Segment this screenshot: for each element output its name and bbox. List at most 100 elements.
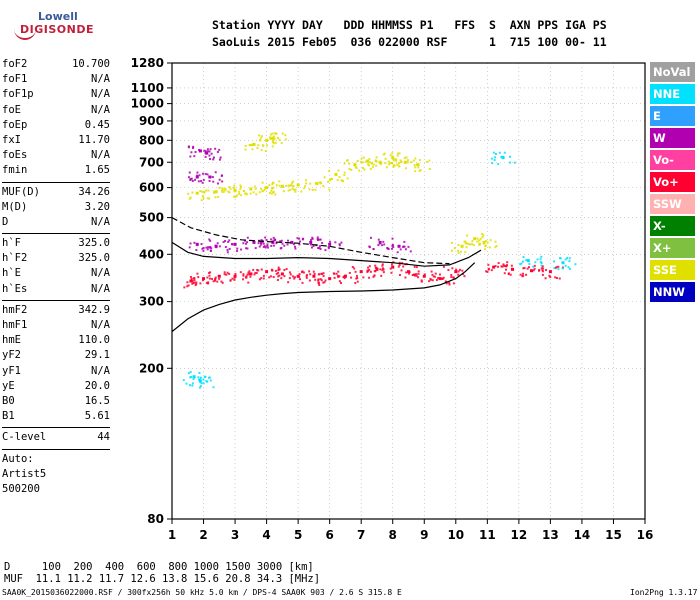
trace-dot — [280, 239, 283, 242]
trace-dot — [330, 178, 333, 181]
trace-dot — [498, 151, 501, 154]
trace-dot — [457, 249, 460, 252]
trace-point-sse — [249, 187, 253, 191]
trace-dot — [383, 152, 386, 155]
trace-dot — [316, 238, 319, 241]
trace-dot — [233, 276, 236, 279]
trace-dot — [482, 234, 485, 237]
param-row: B1 5.61 — [2, 410, 110, 425]
trace-dot — [271, 183, 274, 186]
trace-dot — [389, 267, 392, 270]
trace-dot — [242, 273, 245, 276]
trace-dot — [203, 191, 206, 194]
trace-dot — [368, 276, 371, 279]
trace-dot — [194, 178, 197, 181]
trace-dot — [284, 134, 287, 137]
trace-dot — [240, 194, 243, 197]
trace-dot — [298, 273, 301, 276]
trace-dot — [202, 249, 205, 252]
trace-dot — [214, 244, 217, 247]
param-row: foEp 0.45 — [2, 119, 110, 134]
trace-dot — [206, 150, 209, 153]
trace-dot — [195, 249, 198, 252]
trace-point-vo — [454, 270, 458, 274]
param-key: hmF1 — [2, 319, 28, 331]
trace-dot — [314, 188, 317, 191]
trace-dot — [356, 277, 359, 280]
trace-dot — [218, 148, 221, 151]
trace-dot — [337, 169, 340, 172]
trace-dot — [328, 169, 331, 172]
trace-dot — [310, 246, 313, 249]
trace-dot — [287, 239, 290, 242]
trace-dot — [500, 156, 503, 159]
trace-dot — [246, 241, 249, 244]
param-key: MUF(D) — [2, 185, 40, 198]
trace-dot — [303, 187, 306, 190]
trace-dot — [260, 277, 263, 280]
trace-dot — [257, 269, 260, 272]
trace-dot — [564, 264, 567, 267]
trace-dot — [558, 277, 561, 280]
trace-dot — [485, 270, 488, 273]
trace-dot — [239, 184, 242, 187]
trace-dot — [209, 249, 212, 252]
trace-dot — [350, 276, 353, 279]
y-tick-label: 1280 — [131, 56, 164, 70]
trace-dot — [296, 237, 299, 240]
trace-dot — [209, 239, 212, 242]
trace-dot — [320, 279, 323, 282]
trace-dot — [369, 270, 372, 273]
trace-dot — [211, 176, 214, 179]
trace-dot — [415, 273, 418, 276]
trace-dot — [278, 180, 281, 183]
trace-dot — [541, 273, 544, 276]
trace-dot — [379, 268, 382, 271]
trace-dot — [381, 264, 384, 267]
trace-point-sse — [378, 160, 382, 164]
trace-dot — [298, 243, 301, 246]
trace-dot — [213, 190, 216, 193]
trace-dot — [193, 155, 196, 158]
trace-dot — [275, 272, 278, 275]
trace-dot — [290, 184, 293, 187]
trace-dot — [196, 244, 199, 247]
trace-dot — [214, 279, 217, 282]
trace-dot — [486, 241, 489, 244]
trace-dot — [223, 273, 226, 276]
trace-dot — [258, 191, 261, 194]
trace-dot — [272, 140, 275, 143]
trace-dot — [251, 143, 254, 146]
trace-dot — [343, 162, 346, 165]
trace-dot — [389, 162, 392, 165]
trace-point-w — [233, 242, 237, 246]
trace-dot — [190, 277, 193, 280]
trace-dot — [301, 281, 304, 284]
trace-dot — [281, 132, 284, 135]
trace-point-vo — [280, 272, 284, 276]
trace-dot — [479, 237, 482, 240]
trace-dot — [490, 157, 493, 160]
trace-dot — [305, 179, 308, 182]
trace-point-vo — [407, 270, 410, 274]
trace-dot — [429, 278, 432, 281]
trace-dot — [191, 191, 194, 194]
trace-dot — [289, 188, 292, 191]
x-tick-label: 2 — [199, 528, 207, 542]
trace-dot — [417, 270, 420, 273]
trace-dot — [257, 144, 260, 147]
trace-dot — [520, 262, 523, 265]
trace-dot — [221, 281, 224, 284]
trace-dot — [221, 188, 224, 191]
trace-dot — [400, 160, 403, 163]
trace-dot — [193, 279, 196, 282]
trace-dot — [392, 165, 395, 168]
trace-dot — [398, 261, 401, 264]
trace-dot — [372, 163, 375, 166]
param-separator — [2, 181, 110, 183]
trace-dot — [200, 199, 203, 202]
trace-dot — [273, 132, 276, 135]
trace-point-nne — [192, 375, 196, 379]
trace-dot — [250, 272, 253, 275]
trace-dot — [344, 274, 347, 277]
